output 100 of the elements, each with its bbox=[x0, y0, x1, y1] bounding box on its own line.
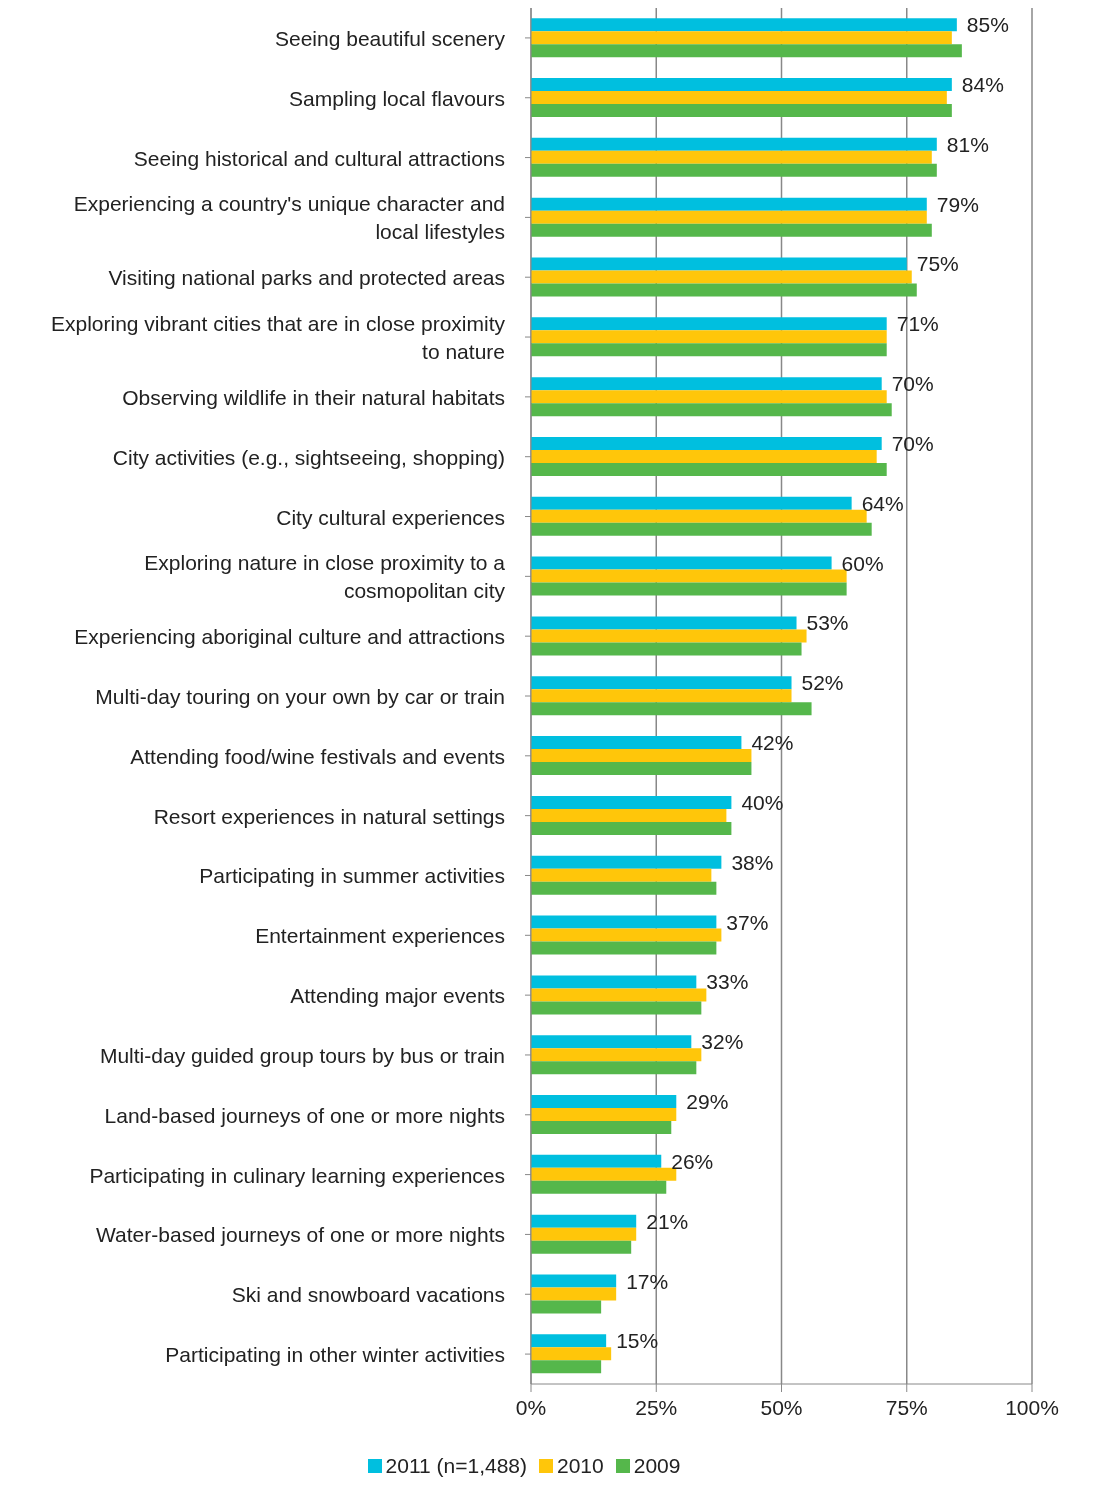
data-label: 38% bbox=[731, 850, 774, 874]
bar bbox=[531, 44, 962, 58]
bar bbox=[531, 1214, 637, 1228]
bar bbox=[531, 676, 792, 690]
bar bbox=[531, 18, 957, 32]
bar bbox=[531, 163, 937, 177]
bar bbox=[531, 31, 952, 45]
bar bbox=[531, 1287, 617, 1301]
bar bbox=[531, 1048, 702, 1062]
x-tick-label: 100% bbox=[1005, 1395, 1059, 1419]
data-label: 85% bbox=[966, 13, 1009, 37]
bar bbox=[531, 795, 732, 809]
bar bbox=[531, 736, 742, 750]
data-label: 70% bbox=[891, 372, 934, 396]
y-tick-label: Land-based journeys of one or more nights bbox=[104, 1103, 505, 1127]
data-label: 81% bbox=[946, 132, 989, 156]
bar bbox=[531, 1300, 602, 1314]
bar bbox=[531, 1154, 662, 1168]
bar bbox=[531, 436, 882, 450]
bar bbox=[531, 1001, 702, 1015]
y-tick-label: Multi-day touring on your own by car or train bbox=[95, 684, 505, 708]
bar bbox=[531, 689, 792, 703]
y-tick-label: City activities (e.g., sightseeing, shopping) bbox=[112, 445, 505, 469]
y-tick-label: Experiencing a country's unique character and local lifestyles bbox=[73, 191, 505, 243]
x-tick-label: 75% bbox=[885, 1395, 928, 1419]
data-label: 70% bbox=[891, 431, 934, 455]
bar bbox=[531, 223, 932, 237]
y-tick-label: Seeing beautiful scenery bbox=[275, 26, 506, 50]
y-tick-label: Participating in culinary learning experiences bbox=[89, 1163, 505, 1187]
bar bbox=[531, 330, 887, 344]
data-label: 37% bbox=[726, 910, 769, 934]
data-label: 64% bbox=[861, 491, 904, 515]
y-tick-label: Exploring nature in close proximity to a cosmopolitan city bbox=[144, 550, 506, 602]
bar bbox=[531, 1061, 697, 1075]
x-tick-label: 0% bbox=[515, 1395, 547, 1419]
y-tick-label: City cultural experiences bbox=[276, 505, 505, 529]
bar bbox=[531, 377, 882, 391]
bar bbox=[531, 941, 717, 955]
bar bbox=[531, 496, 852, 510]
bar bbox=[531, 343, 887, 357]
y-tick-label: Attending food/wine festivals and events bbox=[130, 744, 505, 768]
bar bbox=[531, 1180, 667, 1194]
bar bbox=[531, 975, 697, 989]
data-label: 33% bbox=[706, 970, 749, 994]
data-label: 53% bbox=[806, 611, 849, 635]
bar bbox=[531, 1334, 607, 1348]
y-tick-label: Observing wildlife in their natural habitats bbox=[122, 385, 505, 409]
data-label: 75% bbox=[916, 252, 959, 276]
y-tick-label: Participating in other winter activities bbox=[165, 1342, 505, 1366]
bar bbox=[531, 642, 802, 656]
bar bbox=[531, 1274, 617, 1288]
y-tick-label: Water-based journeys of one or more nights bbox=[96, 1222, 505, 1246]
y-tick-label: Visiting national parks and protected areas bbox=[108, 265, 505, 289]
bar bbox=[531, 78, 952, 91]
bar bbox=[531, 1360, 602, 1374]
y-tick-label: Participating in summer activities bbox=[199, 863, 505, 887]
data-label: 40% bbox=[741, 790, 784, 814]
bar bbox=[531, 257, 907, 271]
bar bbox=[531, 762, 752, 776]
legend-label: 2009 bbox=[632, 1454, 681, 1478]
bar bbox=[531, 881, 717, 895]
data-label: 26% bbox=[671, 1149, 714, 1173]
bar bbox=[531, 403, 892, 417]
y-tick-label: Sampling local flavours bbox=[289, 86, 505, 110]
bar bbox=[531, 137, 937, 151]
bar bbox=[531, 988, 707, 1002]
bar bbox=[531, 104, 952, 117]
bar bbox=[531, 1035, 692, 1049]
data-label: 84% bbox=[961, 73, 1004, 96]
bar bbox=[531, 150, 932, 164]
x-tick-label: 50% bbox=[760, 1395, 803, 1419]
data-label: 17% bbox=[626, 1269, 669, 1293]
legend-label: 2010 bbox=[556, 1454, 604, 1478]
bar bbox=[531, 821, 732, 835]
bar bbox=[531, 270, 912, 284]
data-label: 42% bbox=[751, 731, 794, 755]
bar bbox=[531, 928, 722, 942]
bar bbox=[531, 91, 947, 104]
data-label: 32% bbox=[701, 1030, 744, 1054]
bar bbox=[531, 1227, 637, 1241]
bar bbox=[531, 1240, 632, 1254]
x-tick-label: 25% bbox=[635, 1395, 678, 1419]
bar bbox=[531, 702, 812, 716]
bar bbox=[531, 915, 717, 929]
data-label: 60% bbox=[841, 551, 884, 575]
bar bbox=[531, 749, 752, 763]
bar bbox=[531, 462, 887, 476]
data-label: 15% bbox=[616, 1329, 659, 1353]
bar bbox=[531, 197, 927, 211]
bar bbox=[531, 1167, 677, 1181]
y-tick-label: Ski and snowboard vacations bbox=[231, 1282, 505, 1306]
y-tick-label: Multi-day guided group tours by bus or train bbox=[99, 1043, 505, 1067]
y-tick-label: Entertainment experiences bbox=[255, 923, 505, 947]
bar bbox=[531, 616, 797, 630]
y-tick-label: Attending major events bbox=[290, 983, 505, 1007]
bar bbox=[531, 1108, 677, 1122]
bar bbox=[531, 868, 712, 882]
bar bbox=[531, 210, 927, 224]
bar bbox=[531, 855, 722, 869]
bar bbox=[531, 449, 877, 463]
